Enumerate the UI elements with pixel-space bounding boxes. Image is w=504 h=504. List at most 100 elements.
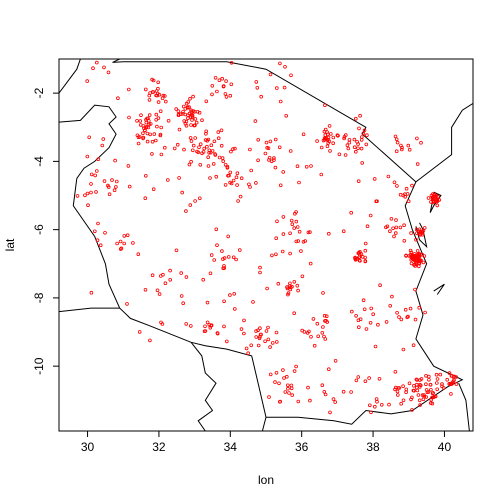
- data-point: [408, 306, 413, 311]
- data-point: [206, 164, 211, 168]
- data-point: [286, 386, 290, 391]
- data-point: [184, 209, 188, 213]
- data-point: [349, 390, 353, 394]
- data-point: [141, 131, 145, 136]
- data-point: [435, 203, 440, 208]
- data-point: [452, 374, 457, 379]
- data-point: [185, 105, 190, 109]
- data-point: [342, 136, 346, 141]
- data-point: [265, 286, 269, 291]
- data-point: [158, 109, 163, 113]
- data-point: [155, 124, 159, 129]
- data-point: [270, 341, 275, 345]
- data-point: [224, 95, 229, 99]
- x-axis: 30 32 34 36 38 40: [81, 431, 451, 454]
- data-point: [225, 339, 229, 344]
- data-point: [427, 377, 431, 382]
- data-point: [394, 225, 399, 230]
- data-point: [234, 175, 239, 180]
- data-point: [362, 307, 367, 312]
- data-point: [259, 94, 264, 99]
- data-point: [258, 326, 262, 331]
- data-point: [106, 70, 111, 75]
- data-point: [315, 139, 319, 143]
- data-point: [222, 256, 227, 260]
- data-point: [206, 155, 211, 160]
- data-point: [251, 300, 255, 304]
- data-point: [231, 147, 235, 151]
- data-point: [420, 231, 424, 236]
- data-point: [294, 364, 298, 369]
- data-point: [182, 147, 186, 152]
- data-point: [324, 314, 329, 319]
- data-point: [435, 377, 440, 381]
- data-point: [244, 346, 249, 351]
- data-point: [429, 387, 433, 392]
- x-axis-label: lon: [258, 473, 274, 487]
- data-point: [387, 402, 391, 407]
- data-point: [177, 176, 181, 180]
- data-point: [325, 132, 330, 137]
- data-point: [384, 225, 388, 230]
- data-point: [229, 181, 234, 186]
- data-point: [176, 109, 181, 113]
- data-point: [239, 327, 244, 331]
- boundary-line: [261, 417, 267, 431]
- data-point: [418, 403, 422, 407]
- data-point: [369, 410, 373, 415]
- data-point: [274, 330, 279, 335]
- data-point: [407, 254, 412, 258]
- data-point: [297, 180, 301, 185]
- data-point: [431, 199, 436, 204]
- data-point: [416, 393, 421, 397]
- boundary-line: [458, 383, 470, 431]
- data-point: [242, 331, 246, 336]
- data-point: [403, 307, 408, 312]
- data-point: [254, 80, 259, 84]
- data-point: [208, 271, 213, 276]
- data-point: [438, 372, 443, 377]
- data-point: [353, 256, 357, 261]
- data-point: [93, 173, 97, 178]
- data-point: [304, 165, 309, 169]
- data-point: [215, 243, 219, 248]
- data-point: [369, 306, 374, 311]
- data-point: [428, 382, 433, 387]
- data-point: [137, 330, 142, 334]
- data-point: [361, 298, 366, 303]
- data-point: [142, 126, 146, 130]
- data-point: [277, 381, 281, 386]
- data-point: [311, 317, 316, 321]
- data-point: [372, 177, 377, 181]
- data-point: [110, 178, 114, 182]
- data-point: [248, 185, 252, 189]
- data-point: [399, 401, 404, 406]
- data-point: [292, 369, 297, 373]
- data-point: [405, 192, 410, 196]
- data-point: [401, 384, 405, 389]
- data-point: [257, 336, 262, 341]
- data-point: [156, 86, 160, 91]
- data-point: [300, 274, 305, 279]
- data-point: [353, 116, 358, 121]
- data-point: [322, 313, 327, 318]
- data-point: [225, 166, 230, 170]
- data-point: [402, 239, 407, 243]
- data-point: [209, 253, 214, 257]
- data-point: [395, 393, 400, 397]
- data-point: [139, 113, 143, 117]
- data-point: [331, 135, 336, 140]
- data-point: [376, 322, 380, 327]
- data-point: [328, 149, 332, 153]
- data-point: [356, 179, 361, 184]
- data-point: [343, 133, 348, 137]
- data-point: [263, 339, 267, 344]
- data-point: [148, 338, 152, 343]
- data-point: [174, 248, 179, 253]
- data-point: [235, 171, 240, 176]
- data-point: [356, 325, 361, 330]
- data-point: [229, 149, 233, 154]
- data-point: [238, 194, 243, 199]
- data-point: [189, 123, 193, 127]
- data-point: [200, 151, 204, 156]
